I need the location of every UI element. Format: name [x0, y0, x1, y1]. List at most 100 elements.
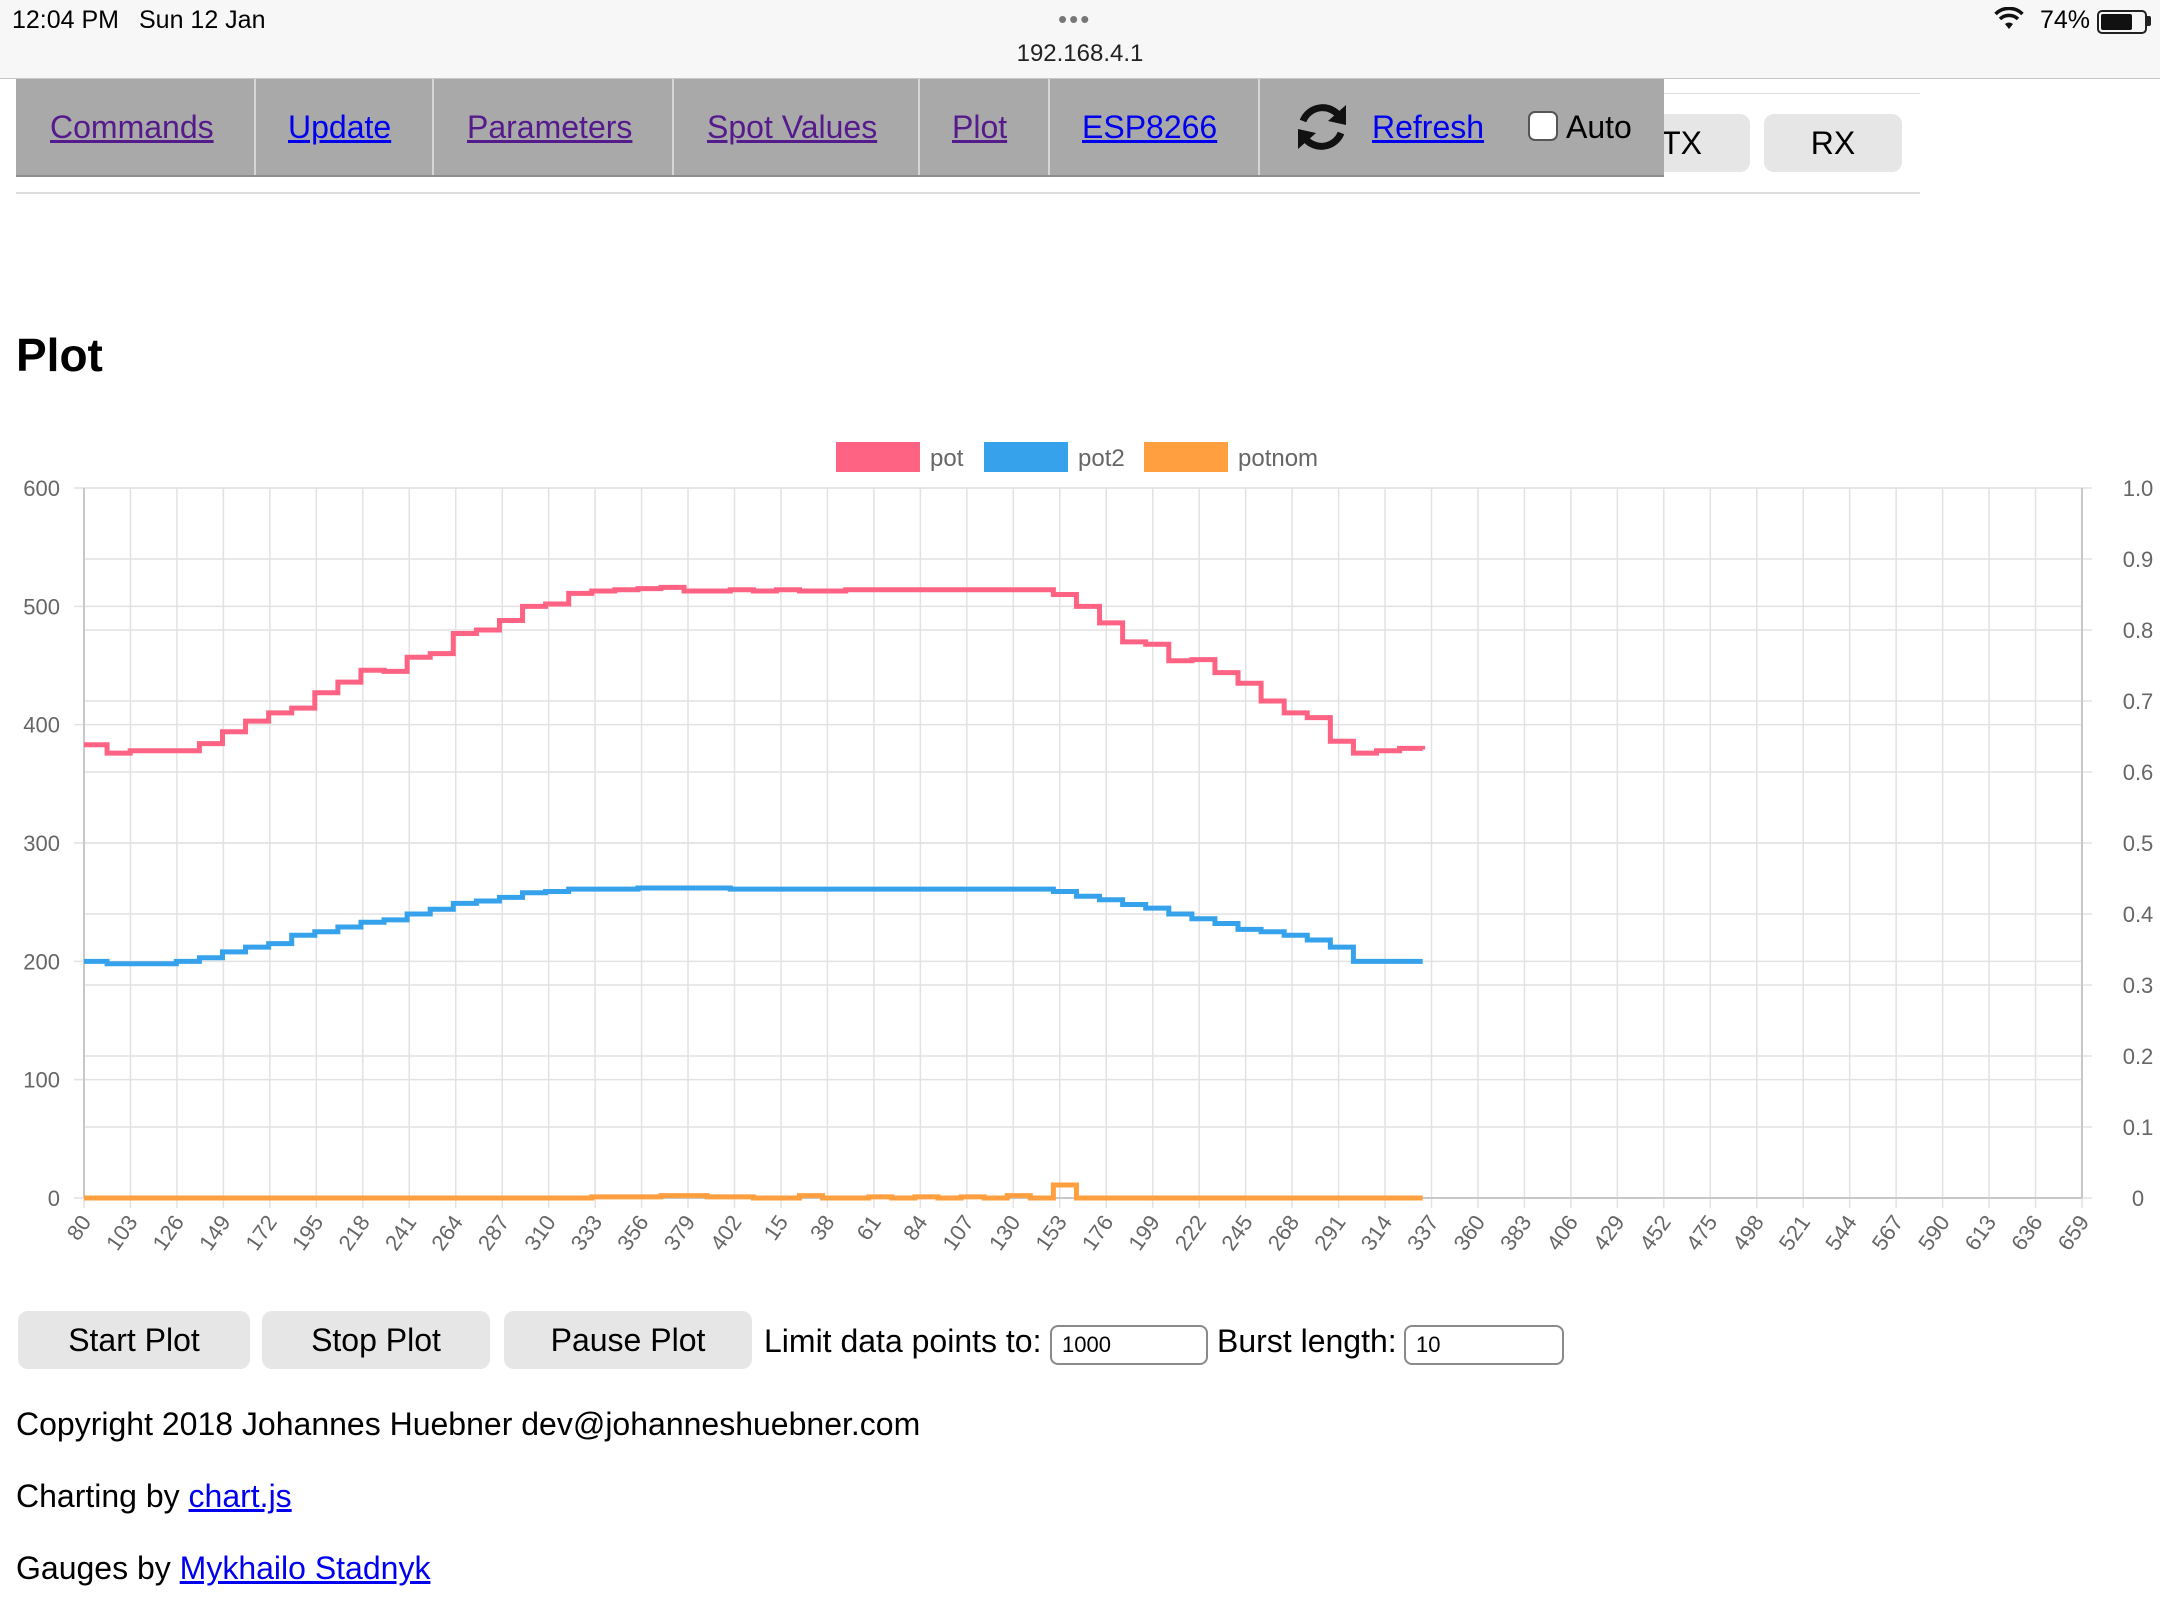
limit-data-points-input[interactable] [1050, 1325, 1208, 1365]
x-tick-label: 222 [1170, 1211, 1212, 1255]
legend-swatch-pot2 [984, 442, 1068, 472]
burst-length-label: Burst length: [1217, 1322, 1397, 1359]
x-tick-label: 544 [1820, 1211, 1862, 1255]
nav-separator [672, 79, 674, 175]
x-tick-label: 613 [1960, 1211, 2002, 1255]
main-nav: Commands Update Parameters Spot Values P… [16, 79, 1664, 177]
x-tick-label: 360 [1449, 1211, 1491, 1255]
nav-separator [1048, 79, 1050, 175]
stop-plot-button[interactable]: Stop Plot [262, 1311, 490, 1369]
legend-label-pot: pot [930, 445, 964, 472]
refresh-link[interactable]: Refresh [1372, 108, 1485, 145]
series-line-pot2 [84, 885, 1423, 967]
legend-label-potnom: potnom [1238, 445, 1318, 472]
y-right-tick-label: 0.8 [2123, 618, 2154, 643]
nav-item-esp8266[interactable]: ESP8266 [1082, 79, 1217, 175]
status-date: Sun 12 Jan [139, 6, 266, 34]
x-tick-label: 149 [194, 1211, 236, 1255]
x-tick-label: 402 [705, 1211, 747, 1255]
nav-separator [1258, 79, 1260, 175]
nav-link-plot[interactable]: Plot [952, 108, 1008, 145]
y-left-tick-label: 500 [23, 594, 60, 619]
x-tick-label: 268 [1263, 1211, 1305, 1255]
x-tick-label: 337 [1402, 1211, 1444, 1255]
y-right-tick-label: 0.6 [2123, 760, 2154, 785]
multitask-dots-icon[interactable]: ••• [1058, 4, 1092, 34]
nav-link-update[interactable]: Update [288, 108, 392, 145]
divider [16, 192, 1920, 194]
nav-item-update[interactable]: Update [288, 79, 391, 175]
x-tick-label: 107 [937, 1211, 979, 1255]
battery-icon [2097, 10, 2147, 34]
y-right-tick-label: 0.7 [2123, 689, 2154, 714]
x-tick-label: 636 [2006, 1211, 2048, 1255]
gauges-credit: Gauges by Mykhailo Stadnyk [16, 1550, 430, 1587]
nav-item-spot-values[interactable]: Spot Values [707, 79, 877, 175]
x-tick-label: 199 [1123, 1211, 1165, 1255]
auto-checkbox[interactable] [1528, 111, 1558, 141]
y-left-tick-label: 0 [48, 1186, 60, 1211]
x-tick-label: 379 [659, 1211, 701, 1255]
refresh-icon[interactable] [1290, 95, 1354, 159]
x-tick-label: 195 [287, 1211, 329, 1255]
battery-level-fill [2101, 14, 2133, 30]
divider [1660, 93, 1920, 94]
nav-link-parameters[interactable]: Parameters [467, 108, 633, 145]
nav-item-plot[interactable]: Plot [952, 79, 1007, 175]
y-right-tick-label: 0 [2132, 1186, 2144, 1211]
gauges-author-link[interactable]: Mykhailo Stadnyk [179, 1550, 431, 1586]
y-left-tick-label: 600 [23, 476, 60, 501]
x-tick-label: 61 [851, 1211, 886, 1245]
x-tick-label: 126 [147, 1211, 189, 1255]
chartjs-link[interactable]: chart.js [188, 1478, 292, 1514]
wifi-icon [1994, 7, 2024, 29]
x-tick-label: 314 [1356, 1211, 1398, 1255]
auto-label: Auto [1566, 108, 1632, 145]
nav-link-spot-values[interactable]: Spot Values [707, 108, 878, 145]
x-tick-label: 429 [1588, 1211, 1630, 1255]
y-right-tick-label: 0.3 [2123, 973, 2154, 998]
start-plot-button[interactable]: Start Plot [18, 1311, 250, 1369]
series-line-potnom [84, 1182, 1423, 1201]
nav-link-commands[interactable]: Commands [50, 108, 214, 145]
tab-rx[interactable]: RX [1764, 114, 1902, 172]
x-tick-label: 521 [1774, 1211, 1816, 1255]
x-tick-label: 406 [1541, 1211, 1583, 1255]
y-left-tick-label: 300 [23, 831, 60, 856]
copyright-text: Copyright 2018 Johannes Huebner dev@joha… [16, 1406, 921, 1442]
y-right-tick-label: 0.4 [2123, 902, 2154, 927]
x-tick-label: 452 [1634, 1211, 1676, 1255]
pause-plot-button[interactable]: Pause Plot [504, 1311, 752, 1369]
address-bar-url[interactable]: 192.168.4.1 [1016, 40, 1144, 67]
charting-credit: Charting by chart.js [16, 1478, 292, 1515]
browser-status-bar: 12:04 PM Sun 12 Jan ••• 192.168.4.1 74% [0, 0, 2160, 79]
limit-data-points-label: Limit data points to: [764, 1322, 1042, 1359]
y-right-tick-label: 0.1 [2123, 1115, 2154, 1140]
x-tick-label: 84 [898, 1211, 933, 1245]
nav-separator [254, 79, 256, 175]
x-tick-label: 475 [1681, 1211, 1723, 1255]
x-tick-label: 218 [333, 1211, 375, 1255]
x-tick-label: 659 [2053, 1211, 2095, 1255]
x-tick-label: 310 [519, 1211, 561, 1255]
x-tick-label: 241 [380, 1211, 422, 1255]
page-title: Plot [16, 329, 103, 381]
y-left-tick-label: 400 [23, 713, 60, 738]
nav-item-commands[interactable]: Commands [50, 79, 214, 175]
nav-item-refresh[interactable]: Refresh [1372, 79, 1484, 175]
x-tick-label: 80 [62, 1211, 97, 1245]
burst-length-input[interactable] [1404, 1325, 1564, 1365]
nav-item-parameters[interactable]: Parameters [467, 79, 632, 175]
battery-tip [2147, 16, 2151, 26]
nav-link-esp8266[interactable]: ESP8266 [1082, 108, 1218, 145]
y-left-tick-label: 100 [23, 1068, 60, 1093]
x-tick-label: 333 [566, 1211, 608, 1255]
x-tick-label: 103 [101, 1211, 143, 1255]
series-line-pot [84, 584, 1426, 756]
gauges-prefix: Gauges by [16, 1550, 171, 1586]
x-tick-label: 567 [1867, 1211, 1909, 1255]
plot-chart[interactable]: 80 103 126 149 172 195 218 241 264 287 310 333 356 37… [0, 420, 2160, 1280]
x-tick-label: 264 [426, 1211, 468, 1255]
x-tick-label: 172 [240, 1211, 282, 1255]
y-right-tick-label: 1.0 [2123, 476, 2154, 501]
